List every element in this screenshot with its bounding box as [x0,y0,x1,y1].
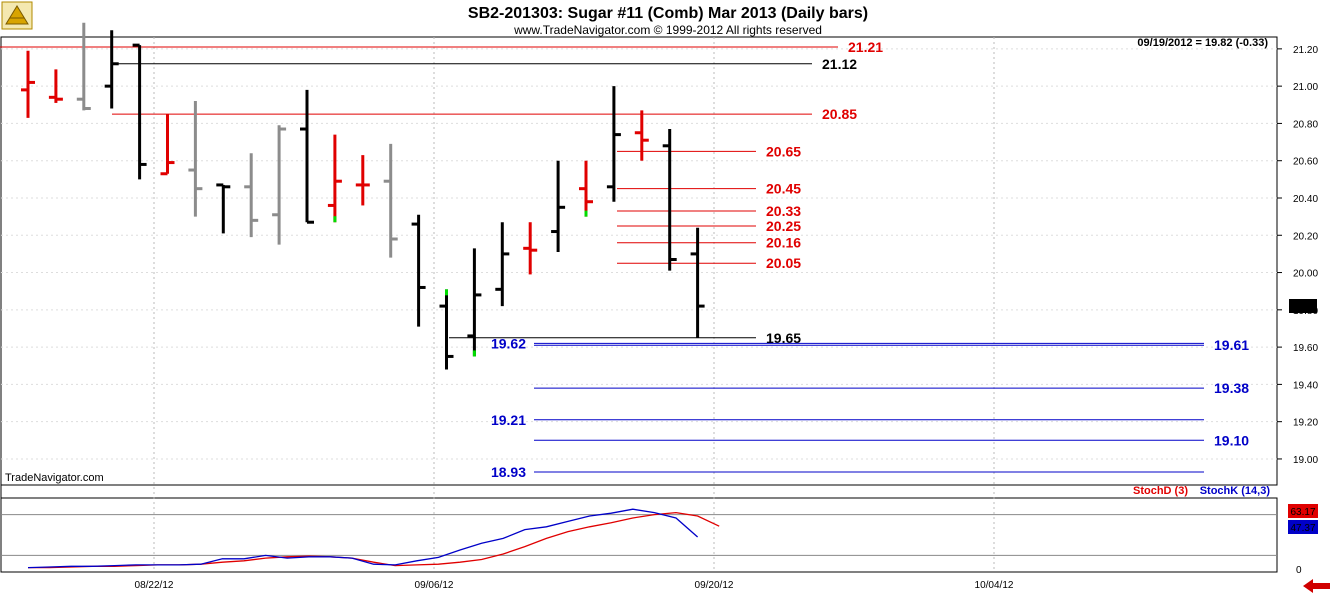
y-tick-label: 20.40 [1293,194,1318,205]
ohlc-bar [690,227,705,338]
ohlc-bar [300,89,314,224]
x-tick-label: 09/20/12 [695,580,734,591]
ohlc-bar [606,86,621,202]
level-label: 20.65 [766,143,801,159]
ohlc-bar [21,50,35,118]
signal-marker [333,216,337,223]
last-price-flag [1289,299,1317,313]
ohlc-bar [411,214,426,327]
copyright-text: www.TradeNavigator.com © 1999-2012 All r… [513,23,822,37]
y-tick-label: 20.80 [1293,119,1318,130]
signal-marker [584,210,588,217]
ohlc-bar [495,222,510,307]
y-tick-label: 19.00 [1293,455,1318,466]
y-tick-label: 21.20 [1293,45,1318,56]
ohlc-bar [355,155,370,206]
ohlc-bar [467,248,482,357]
ohlc-bar [523,222,538,275]
price-bars [21,22,705,370]
stochk-flag [1288,520,1318,534]
stochd-flag [1288,504,1318,518]
level-label: 19.38 [1214,380,1249,396]
ohlc-bar [272,125,287,245]
left-arrow-icon[interactable] [1300,578,1334,593]
y-tick-label: 20.00 [1293,269,1318,280]
level-label: 20.16 [766,235,801,251]
legend-stochd: StochD (3) [1133,485,1188,497]
y-tick-label: 20.20 [1293,231,1318,242]
ohlc-bar [188,101,203,217]
x-tick-label: 10/04/12 [975,580,1014,591]
level-label: 19.65 [766,330,801,346]
stochk-flag-label: 47.37 [1290,523,1315,534]
watermark: TradeNavigator.com [5,472,104,484]
ohlc-bar [551,160,566,253]
last-price-info: 09/19/2012 = 19.82 (-0.33) [1137,37,1268,49]
ohlc-bar [132,43,147,180]
ohlc-bar [244,153,259,238]
level-label: 20.33 [766,203,801,219]
ohlc-bar [579,160,593,217]
ohlc-bar [383,143,398,258]
level-label: 19.21 [491,412,526,428]
level-label: 21.12 [822,56,857,72]
y-tick-label: 19.40 [1293,380,1318,391]
ohlc-bar [104,30,119,109]
ohlc-bar [634,110,649,161]
level-label: 21.21 [848,39,883,55]
stoch-axis-zero: 0 [1296,565,1302,576]
ohlc-bar [48,69,63,103]
signal-marker [445,289,448,296]
level-label: 20.25 [766,218,801,234]
level-label: 20.45 [766,181,801,197]
ohlc-bar [76,22,91,111]
ohlc-bar [439,289,454,370]
chart-title: SB2-201303: Sugar #11 (Comb) Mar 2013 (D… [468,5,868,22]
ohlc-bar [327,134,342,223]
indicator-panel-frame [0,497,1278,573]
price-panel-frame [0,36,1278,486]
level-label: 19.10 [1214,432,1249,448]
level-label: 19.61 [1214,337,1249,353]
ohlc-bar [662,129,677,271]
level-label: 19.62 [491,335,526,351]
legend-stochk: StochK (14,3) [1200,485,1271,497]
y-tick-label: 19.20 [1293,418,1318,429]
stochastic-lines [1,508,1277,569]
y-tick-label: 21.00 [1293,82,1318,93]
ohlc-bar [160,114,175,176]
y-tick-label: 20.60 [1293,157,1318,168]
last-price-flag-label: 19.82 [1290,302,1315,313]
level-label: 20.85 [822,106,857,122]
y-tick-label: 19.60 [1293,343,1318,354]
signal-marker [472,350,476,357]
level-label: 20.05 [766,255,801,271]
ohlc-bar [216,183,231,234]
pyramid-logo-icon[interactable] [1,1,33,30]
x-tick-label: 08/22/12 [135,580,174,591]
stochk-line [27,508,699,569]
stochd-flag-label: 63.17 [1290,507,1315,518]
x-tick-label: 09/06/12 [415,580,454,591]
grid [1,37,1277,572]
level-label: 18.93 [491,464,526,480]
